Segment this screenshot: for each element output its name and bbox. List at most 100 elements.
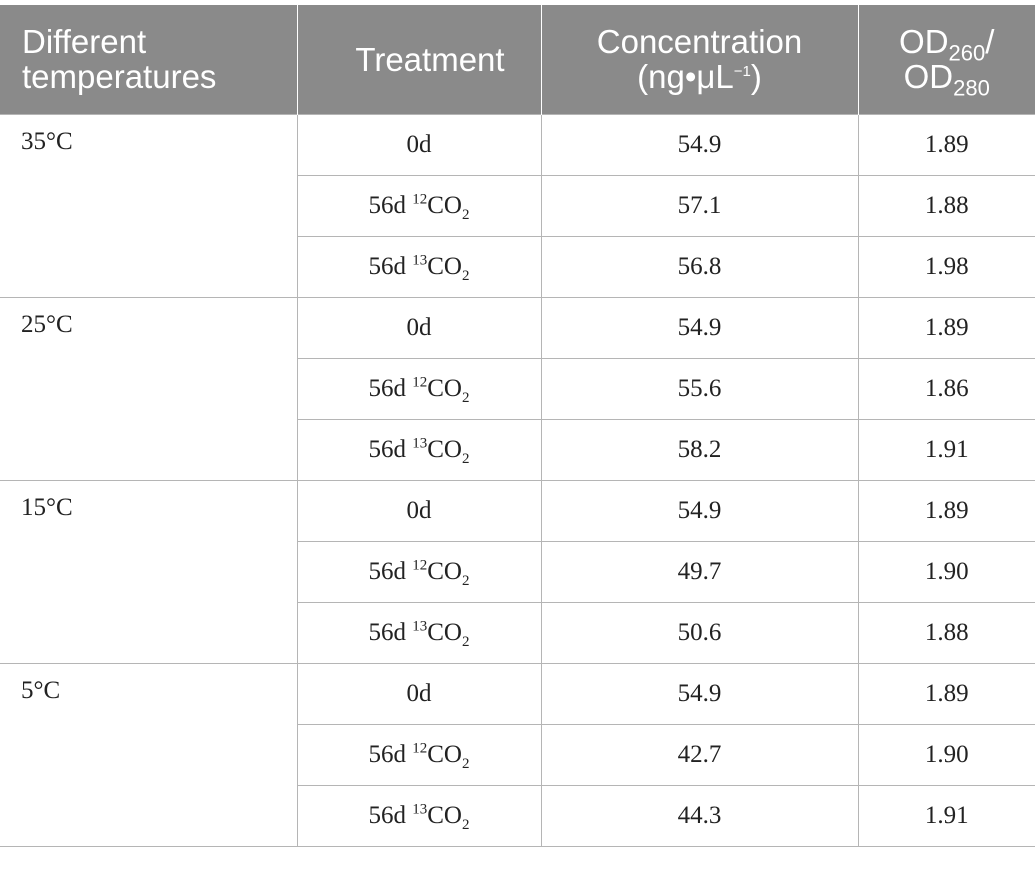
treatment-cell: 56d 12CO2: [296, 357, 542, 420]
concentration-cell: 54.9: [540, 479, 859, 542]
temperature-cell: 5°C: [0, 662, 298, 847]
table-body: 35°C 0d 54.9 1.89 56d 12CO2 57.1 1.88 56d 13CO2…: [0, 113, 1035, 847]
treatment-text: 56d: [368, 252, 413, 280]
treatment-text: 56d: [368, 801, 413, 829]
isotope-mass: 12: [412, 557, 428, 574]
isotope-mass: 13: [412, 252, 428, 269]
header-od260-sub: 260: [948, 40, 986, 66]
treatment-cell: 56d 13CO2: [296, 235, 542, 298]
isotope-subscript: 2: [461, 450, 470, 467]
treatment-text: 56d: [368, 435, 413, 463]
concentration-cell: 44.3: [540, 784, 859, 847]
isotope-molecule: CO: [427, 374, 462, 402]
od-ratio-cell: 1.89: [857, 296, 1035, 359]
treatment-cell: 56d 12CO2: [296, 174, 542, 237]
isotope-mass: 12: [412, 374, 428, 391]
treatment-text: 56d: [368, 374, 413, 402]
od-ratio-cell: 1.90: [857, 723, 1035, 786]
table-row: 56d 13CO2 58.2 1.91: [0, 418, 1035, 481]
treatment-text: 56d: [368, 557, 413, 585]
od-ratio-cell: 1.98: [857, 235, 1035, 298]
isotope-molecule: CO: [427, 435, 462, 463]
header-concentration-line1: Concentration: [596, 23, 803, 61]
isotope-subscript: 2: [461, 633, 470, 650]
isotope-subscript: 2: [461, 816, 470, 833]
od-ratio-cell: 1.91: [857, 418, 1035, 481]
temperature-cell: 25°C: [0, 296, 298, 481]
table-row: 56d 12CO2 55.6 1.86: [0, 357, 1035, 420]
concentration-cell: 50.6: [540, 601, 859, 664]
treatment-cell: 56d 13CO2: [296, 784, 542, 847]
od-ratio-cell: 1.88: [857, 174, 1035, 237]
od-ratio-cell: 1.89: [857, 479, 1035, 542]
concentration-cell: 42.7: [540, 723, 859, 786]
od-ratio-cell: 1.89: [857, 113, 1035, 176]
table-row: 35°C 0d 54.9 1.89: [0, 113, 1035, 298]
temperature-cell: 15°C: [0, 479, 298, 664]
treatment-text: 56d: [368, 191, 413, 219]
concentration-cell: 54.9: [540, 113, 859, 176]
header-row: Different temperatures Treatment Concent…: [0, 5, 1035, 114]
isotope-mass: 13: [412, 435, 428, 452]
table-row: 15°C 0d 54.9 1.89: [0, 479, 1035, 664]
isotope-subscript: 2: [461, 267, 470, 284]
treatment-text: 0d: [406, 496, 432, 524]
treatment-cell: 56d 12CO2: [296, 540, 542, 603]
isotope-mass: 13: [412, 801, 428, 818]
header-od280-sub: 280: [953, 75, 990, 101]
isotope-subscript: 2: [461, 389, 470, 406]
treatment-cell: 0d: [296, 113, 542, 176]
header-od280: OD: [903, 58, 954, 96]
data-table: Different temperatures Treatment Concent…: [0, 5, 1035, 847]
table-row: 56d 13CO2 44.3 1.91: [0, 784, 1035, 847]
treatment-text: 56d: [368, 618, 413, 646]
isotope-molecule: CO: [427, 740, 462, 768]
treatment-cell: 56d 13CO2: [296, 601, 542, 664]
header-temperatures: Different temperatures: [0, 5, 297, 114]
header-od-sep: /: [985, 23, 995, 61]
table-header: Different temperatures Treatment Concent…: [0, 5, 1035, 114]
isotope-mass: 13: [412, 618, 428, 635]
table-row: 56d 12CO2 57.1 1.88: [0, 174, 1035, 237]
table-row: 56d 13CO2 56.8 1.98: [0, 235, 1035, 298]
table-row: 56d 12CO2 42.7 1.90: [0, 723, 1035, 786]
table-row: 56d 13CO2 50.6 1.88: [0, 601, 1035, 664]
od-ratio-cell: 1.91: [857, 784, 1035, 847]
treatment-text: 0d: [406, 679, 432, 707]
treatment-cell: 0d: [296, 662, 542, 725]
treatment-cell: 0d: [296, 479, 542, 542]
isotope-mass: 12: [412, 191, 428, 208]
table-row: 5°C 0d 54.9 1.89: [0, 662, 1035, 847]
isotope-molecule: CO: [427, 557, 462, 585]
treatment-cell: 0d: [296, 296, 542, 359]
concentration-cell: 57.1: [540, 174, 859, 237]
concentration-cell: 58.2: [540, 418, 859, 481]
concentration-cell: 49.7: [540, 540, 859, 603]
treatment-text: 0d: [406, 130, 432, 158]
isotope-subscript: 2: [461, 206, 470, 223]
table-row: 25°C 0d 54.9 1.89: [0, 296, 1035, 481]
header-concentration-unit-close: ): [750, 58, 762, 96]
treatment-text: 0d: [406, 313, 432, 341]
isotope-subscript: 2: [461, 572, 470, 589]
concentration-cell: 54.9: [540, 662, 859, 725]
treatment-text: 56d: [368, 740, 413, 768]
treatment-cell: 56d 12CO2: [296, 723, 542, 786]
concentration-cell: 55.6: [540, 357, 859, 420]
isotope-molecule: CO: [427, 618, 462, 646]
header-od260: OD: [899, 23, 949, 61]
isotope-molecule: CO: [427, 252, 462, 280]
isotope-molecule: CO: [427, 801, 462, 829]
header-concentration-unit: (ng•μL: [637, 58, 734, 96]
concentration-cell: 54.9: [540, 296, 859, 359]
od-ratio-cell: 1.86: [857, 357, 1035, 420]
od-ratio-cell: 1.88: [857, 601, 1035, 664]
header-treatment: Treatment: [296, 5, 541, 114]
header-concentration-unit-exp: −1: [733, 63, 751, 81]
od-ratio-cell: 1.90: [857, 540, 1035, 603]
isotope-subscript: 2: [461, 755, 470, 772]
temperature-cell: 35°C: [0, 113, 298, 298]
od-ratio-cell: 1.89: [857, 662, 1035, 725]
table-row: 56d 12CO2 49.7 1.90: [0, 540, 1035, 603]
treatment-cell: 56d 13CO2: [296, 418, 542, 481]
